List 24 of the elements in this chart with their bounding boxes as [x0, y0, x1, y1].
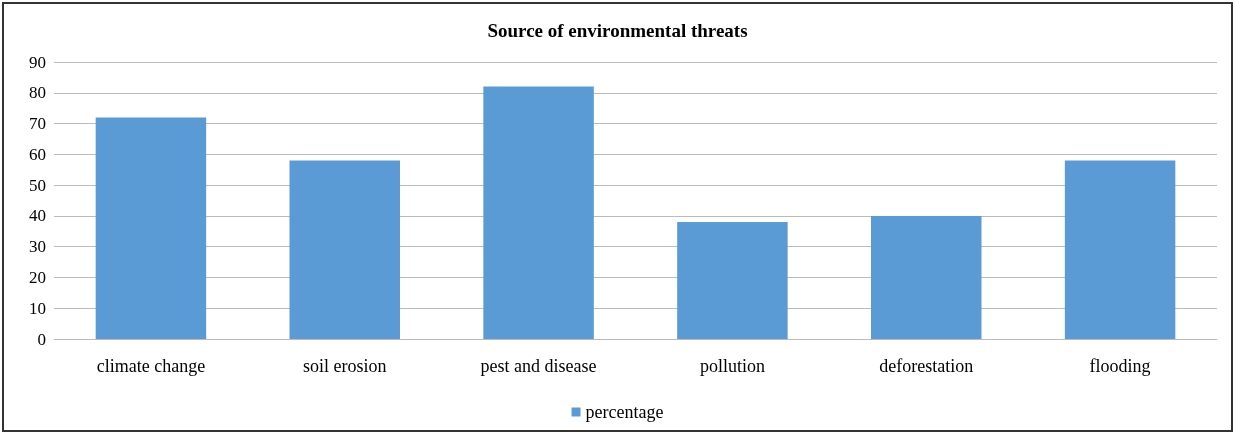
bar: [1064, 160, 1176, 339]
x-tick-label: flooding: [1089, 356, 1151, 376]
bar: [483, 86, 594, 339]
y-tick-label: 90: [29, 52, 46, 72]
x-tick-label: deforestation: [879, 356, 974, 376]
bar: [289, 160, 400, 339]
y-tick-label: 0: [37, 329, 46, 349]
y-tick-label: 30: [29, 237, 46, 257]
bar: [95, 117, 207, 339]
chart-title: Source of environmental threats: [487, 20, 748, 41]
y-tick-label: 80: [29, 83, 46, 103]
bar: [677, 222, 788, 339]
x-tick-label: climate change: [96, 356, 206, 376]
x-tick-label: soil erosion: [303, 356, 387, 376]
y-tick-label: 50: [29, 175, 46, 195]
bar: [871, 215, 982, 339]
y-tick-label: 60: [29, 144, 46, 164]
y-tick-label: 40: [29, 206, 46, 226]
y-tick-label: 20: [29, 267, 46, 287]
x-tick-label: pest and disease: [480, 356, 597, 376]
x-tick-label: pollution: [699, 356, 765, 376]
y-tick-label: 10: [29, 298, 46, 318]
y-tick-label: 70: [29, 114, 46, 134]
legend-label: percentage: [585, 402, 664, 422]
